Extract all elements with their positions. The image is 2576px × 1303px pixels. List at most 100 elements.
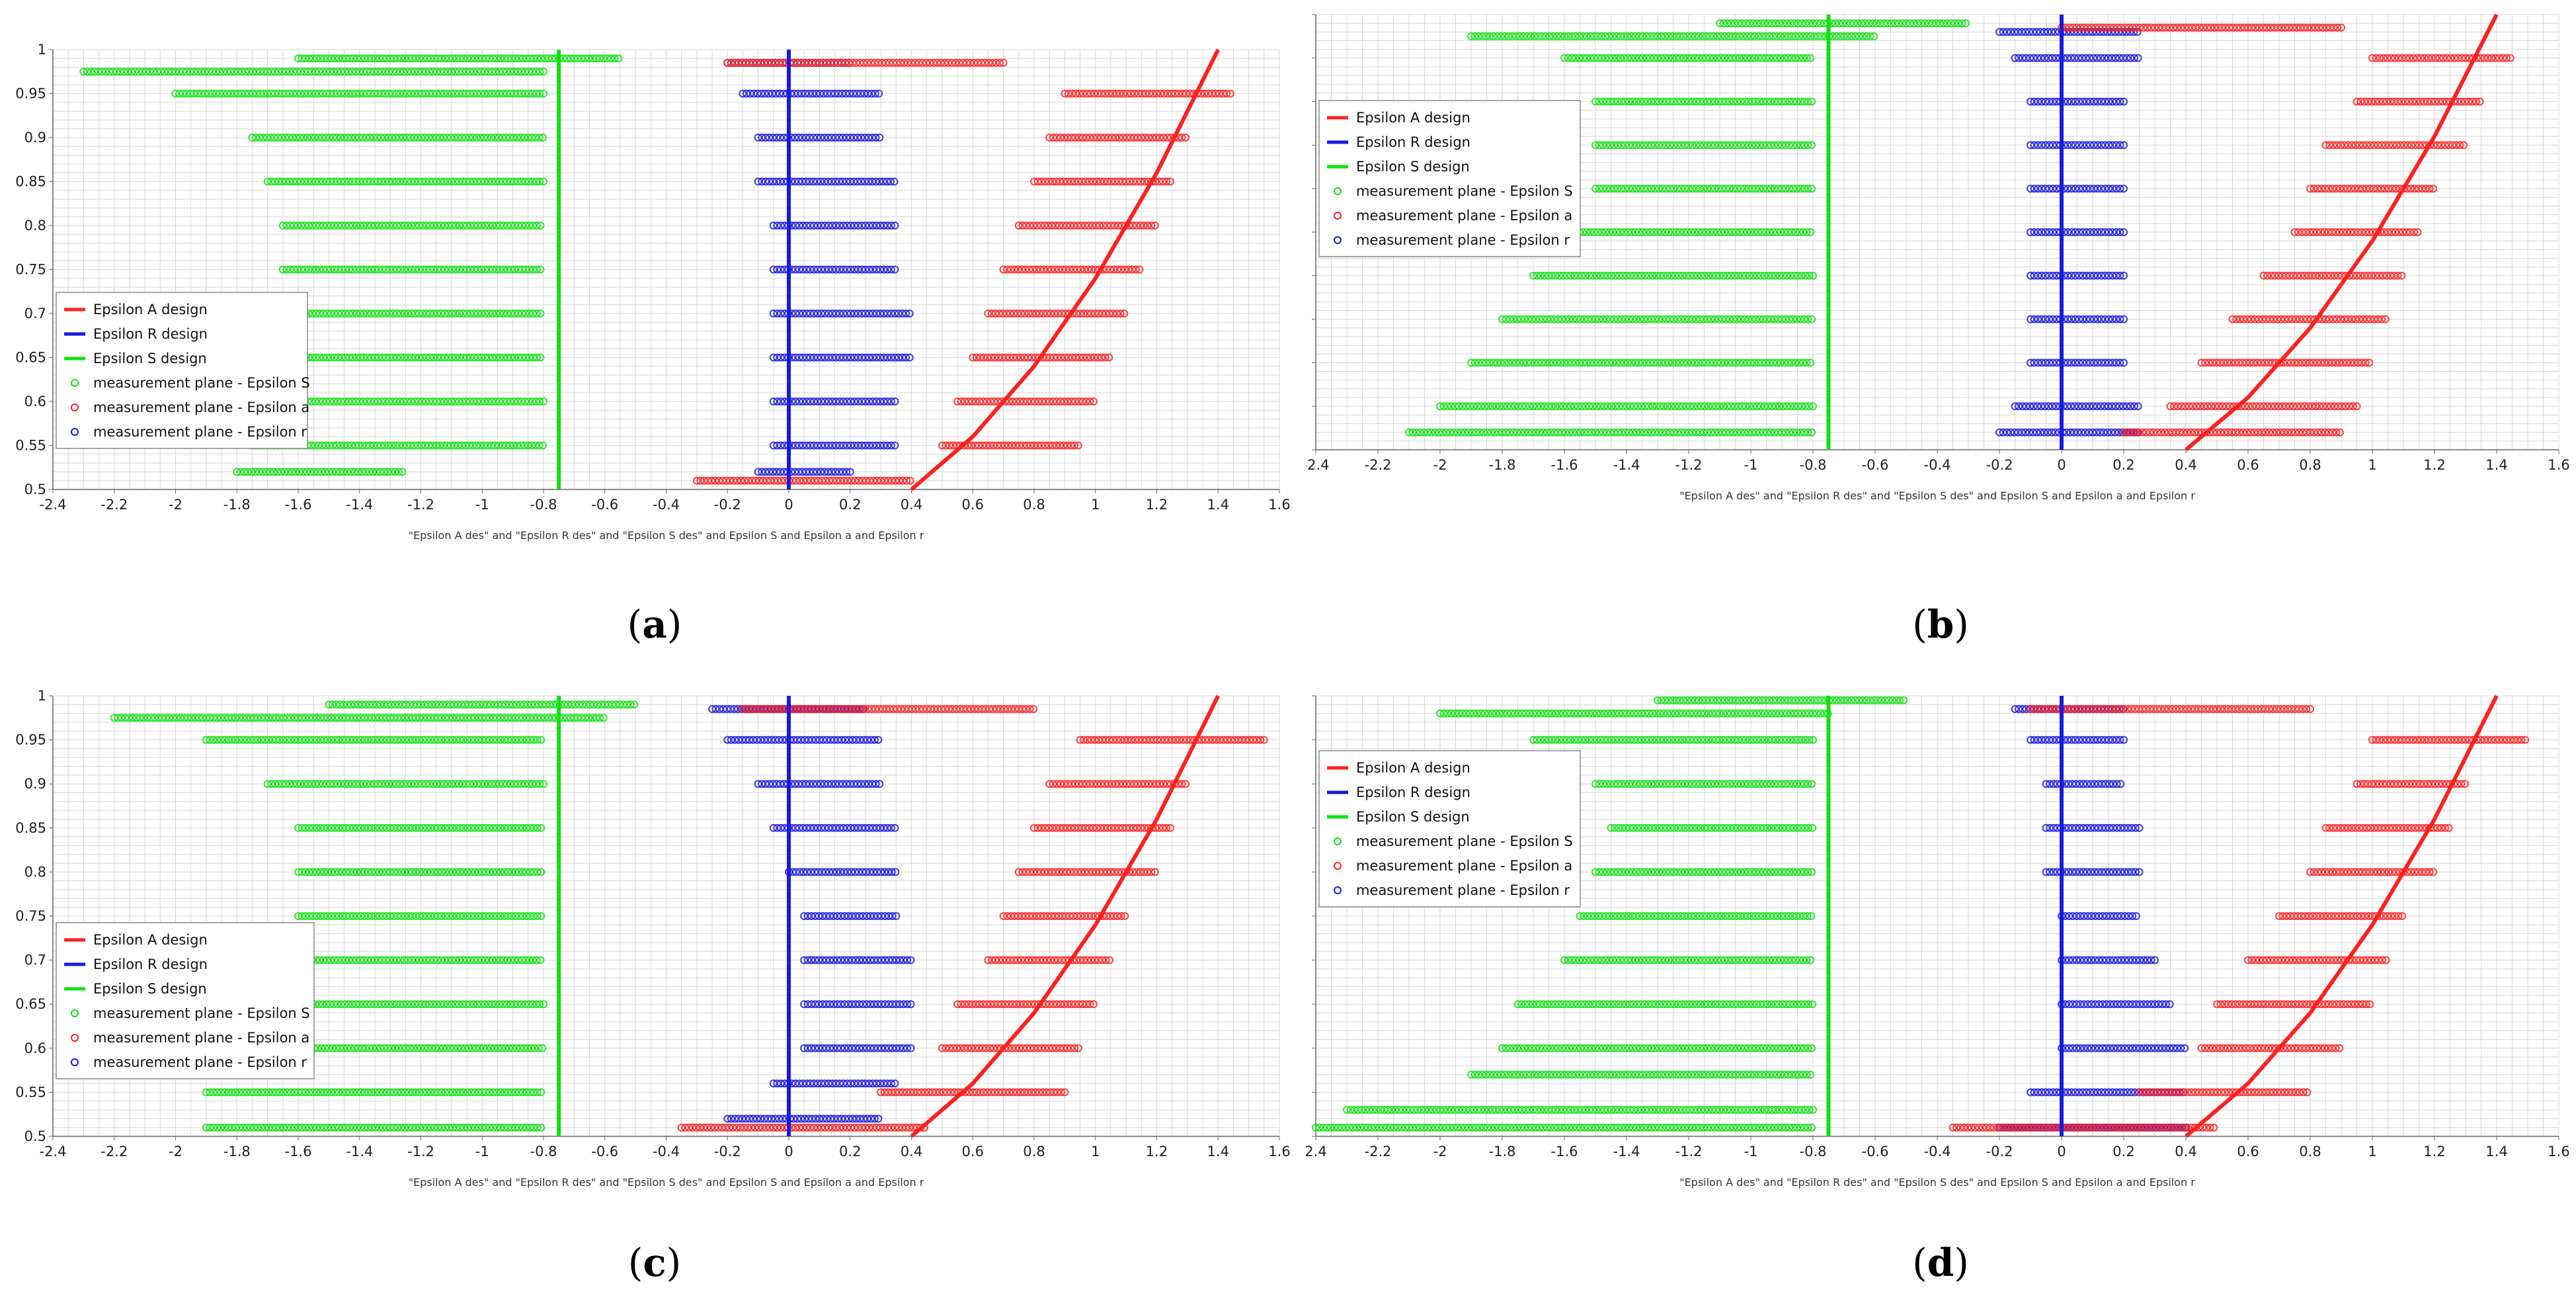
data-point [286, 177, 294, 186]
data-point [401, 823, 409, 832]
data-point [1547, 315, 1555, 323]
data-point [2343, 228, 2351, 236]
data-point [791, 310, 800, 317]
data-point [393, 736, 402, 744]
data-point [513, 134, 522, 142]
data-point [393, 265, 401, 274]
data-point [1770, 185, 1779, 193]
data-point [2340, 141, 2349, 149]
data-point [2126, 54, 2135, 62]
data-point [2370, 141, 2378, 149]
data-point [2439, 54, 2448, 62]
data-point [316, 868, 325, 876]
data-point [2386, 271, 2395, 280]
data-point [861, 222, 869, 230]
data-point [799, 398, 807, 405]
data-point [850, 441, 859, 450]
data-point [2089, 185, 2098, 193]
x-tick-label: 0.6 [962, 1144, 984, 1159]
data-point [227, 67, 235, 76]
data-point [345, 310, 353, 317]
data-point [846, 265, 855, 274]
data-point [516, 441, 525, 450]
data-point [1804, 315, 1812, 323]
data-point [1757, 228, 1766, 236]
series-measurement-plane-epsilon-r [723, 59, 914, 476]
data-point [1670, 185, 1678, 193]
data-point [592, 54, 600, 63]
data-point [337, 353, 346, 362]
data-point [322, 1000, 331, 1009]
legend-entry: measurement plane - Epsilon r [93, 424, 307, 440]
data-point [366, 177, 375, 186]
data-point [2109, 185, 2117, 193]
data-point [284, 468, 293, 476]
data-point [382, 736, 391, 744]
data-point [276, 1123, 284, 1132]
data-point [862, 476, 870, 485]
data-point [2263, 271, 2272, 280]
data-point [381, 1000, 389, 1009]
data-point [1599, 141, 1607, 149]
data-point [337, 956, 346, 964]
data-point [2086, 141, 2095, 149]
data-point [481, 177, 489, 186]
data-point [2335, 228, 2344, 236]
data-point [992, 59, 1000, 67]
data-point [2063, 402, 2072, 411]
data-point [259, 134, 268, 142]
data-point [1761, 32, 1770, 40]
data-point [426, 54, 435, 63]
data-point [817, 177, 825, 186]
data-point [201, 89, 209, 98]
data-point [476, 134, 485, 142]
data-point [1751, 185, 1760, 193]
data-point [467, 823, 475, 832]
data-point [444, 67, 452, 76]
data-point [319, 265, 327, 274]
data-point [239, 736, 247, 744]
data-point [806, 310, 815, 317]
data-point [2401, 54, 2410, 62]
data-point [2227, 358, 2235, 367]
data-point [776, 222, 785, 230]
y-tick-label: 0.55 [15, 438, 46, 454]
data-point [1779, 271, 1787, 280]
data-point [510, 67, 518, 76]
data-point [2089, 141, 2098, 149]
data-point [1405, 428, 1413, 437]
data-point [517, 780, 526, 788]
data-point [2273, 315, 2282, 323]
data-point [343, 1044, 352, 1052]
data-point [1591, 185, 1599, 193]
data-point [345, 54, 354, 63]
data-point [429, 177, 438, 186]
data-point [813, 265, 822, 274]
data-point [505, 1044, 514, 1052]
data-point [1743, 54, 1751, 62]
legend-entry: measurement plane - Epsilon a [1356, 208, 1572, 224]
data-point [2399, 228, 2407, 236]
data-point [510, 265, 519, 274]
data-point [2076, 23, 2085, 32]
data-point [329, 67, 338, 76]
data-point [2365, 358, 2374, 367]
data-point [1591, 428, 1599, 437]
data-point [1595, 141, 1603, 149]
data-point [2194, 428, 2202, 437]
data-point [320, 912, 328, 920]
data-point [1770, 315, 1779, 323]
data-point [1610, 185, 1619, 193]
data-point [319, 67, 327, 76]
data-point [776, 134, 784, 142]
data-point [2435, 54, 2444, 62]
series-measurement-plane-epsilon-s [1405, 19, 1970, 437]
data-point [2075, 97, 2083, 106]
data-point [2045, 228, 2054, 236]
data-point [1570, 402, 1578, 411]
data-point [2030, 228, 2038, 236]
data-point [2442, 97, 2450, 106]
data-point [2029, 402, 2038, 411]
data-point [1118, 177, 1127, 186]
data-point [1632, 141, 1640, 149]
